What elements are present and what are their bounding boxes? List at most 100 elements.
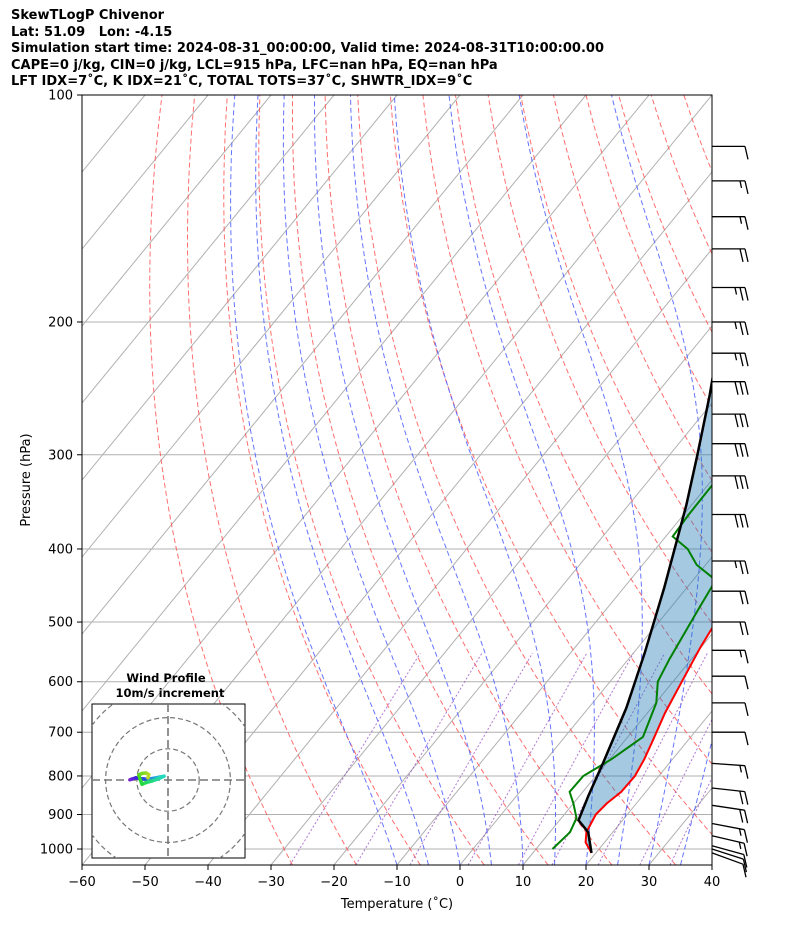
y-tick-label: 1000 [40,843,73,858]
mixing-ratio-line [669,776,712,865]
mixing-ratio-line [289,653,421,865]
wind-barb [711,835,748,857]
hodograph-plot [92,704,245,858]
isotherm-line [82,95,335,404]
x-tick-label: −60 [68,875,95,890]
isotherm-line [270,325,712,865]
y-tick-label: 500 [48,616,73,631]
isotherm-line [459,556,712,865]
dry-adiabat [487,95,712,625]
wind-barb [712,675,749,690]
wind-barb [712,731,749,746]
dry-adiabat [187,95,357,865]
mixing-ratio-line [551,653,666,865]
isotherm-line [82,95,398,481]
dry-adiabat [520,95,712,554]
wind-barb [712,381,749,395]
dry-adiabat [749,95,794,865]
series-lines [551,374,712,854]
wind-barb [712,216,749,230]
isotherm-line [82,95,461,558]
moist-adiabat [518,95,643,865]
isotherm-line [585,710,712,865]
isotherm-line [82,95,209,250]
wind-barb [712,590,749,605]
dry-adiabat [324,95,613,865]
time-line: Simulation start time: 2024-08-31_00:00:… [11,41,604,56]
stability-line: CAPE=0 j/kg, CIN=0 j/kg, LCL=915 hPa, LF… [11,57,498,73]
isotherm-line [333,402,712,865]
moist-adiabat [282,95,461,865]
wind-barb [712,702,749,717]
moist-adiabat [255,95,429,865]
x-axis-label: Temperature (˚C) [340,896,453,912]
parcel-line [577,374,712,854]
isotherm-line [82,95,587,712]
mixing-ratio-line [467,653,588,865]
moist-adiabat [314,95,492,865]
wind-barb [712,248,749,263]
x-tick-label: −30 [257,875,284,890]
wind-barb [712,513,749,528]
location-line: Lat: 51.09 Lon: -4.15 [11,24,173,40]
x-tick-label: −20 [320,875,347,890]
x-tick-label: 0 [456,875,464,890]
grid-lines [82,95,794,865]
y-tick-label: 800 [48,769,73,784]
wind-barb [711,762,749,779]
y-tick-label: 900 [48,808,73,823]
dry-adiabat [455,95,712,695]
wind-barb [711,822,749,843]
wind-barb [712,180,749,195]
wind-barb [712,145,749,160]
chart-header: SkewTLogP Chivenor Lat: 51.09 Lon: -4.15… [11,8,604,91]
isotherm-line [711,864,712,865]
wind-barb [712,286,749,301]
dry-adiabat [422,95,712,765]
wind-barb [711,852,747,878]
isotherm-line [82,95,524,635]
hodograph-title: Wind Profile [126,671,206,685]
wind-barb [712,443,749,457]
isotherm-line [207,248,712,865]
hodograph-subtitle: 10m/s increment [116,686,225,700]
index-line: LFT IDX=7˚C, K IDX=21˚C, TOTAL TOTS=37˚C… [11,74,473,89]
wind-barb [711,845,748,868]
chart-title: SkewTLogP Chivenor [11,8,165,23]
dry-adiabat [149,95,293,865]
dry-adiabat [585,95,712,409]
hodograph-ring [136,748,200,812]
moist-adiabat [611,95,703,865]
x-tick-label: 40 [704,875,721,890]
dry-adiabat [223,95,421,865]
y-tick-label: 100 [48,89,73,104]
wind-barb [712,352,749,367]
moist-adiabat [393,95,556,865]
moist-adiabat [350,95,524,865]
dry-adiabat [389,95,712,836]
isotherm-line [648,787,712,865]
y-tick-label: 400 [48,542,73,557]
y-axis-label: Pressure (hPa) [19,433,34,526]
dry-adiabat [292,95,549,865]
cape-cin-fill [578,381,712,853]
cin-shading [578,381,712,853]
wind-barb [712,649,749,664]
x-tick-label: −40 [194,875,221,890]
hodograph-segment [146,772,151,780]
isotherm-line [522,633,712,865]
axis-ticks: −60 −50 −40 −30 −20 −10 0 10 20 30 40 100 200 300 400 5… [40,89,720,891]
x-tick-label: 20 [578,875,595,890]
moist-adiabat [448,95,595,865]
x-tick-label: −10 [383,875,410,890]
mixing-ratio-line [517,653,634,865]
wind-barb [711,848,748,873]
y-tick-label: 300 [48,448,73,463]
y-tick-label: 600 [48,675,73,690]
mixing-ratio-line [355,653,483,865]
wind-barb [712,621,749,636]
isotherm-line [144,171,712,865]
wind-barbs [711,145,749,878]
moist-adiabat [230,95,398,865]
wind-barb [711,804,749,824]
